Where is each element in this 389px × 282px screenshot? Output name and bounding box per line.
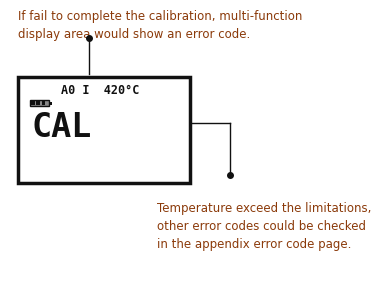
Text: A0 I  420°C: A0 I 420°C xyxy=(61,84,140,97)
Bar xyxy=(42,102,45,105)
Bar xyxy=(31,102,35,105)
Bar xyxy=(18,77,191,183)
Text: Temperature exceed the limitations,
other error codes could be checked
in the ap: Temperature exceed the limitations, othe… xyxy=(157,202,371,252)
Bar xyxy=(30,100,49,107)
Text: CAL: CAL xyxy=(31,111,92,144)
Text: If fail to complete the calibration, multi-function
display area would show an e: If fail to complete the calibration, mul… xyxy=(18,10,302,41)
Bar xyxy=(50,102,52,105)
Bar xyxy=(36,102,40,105)
